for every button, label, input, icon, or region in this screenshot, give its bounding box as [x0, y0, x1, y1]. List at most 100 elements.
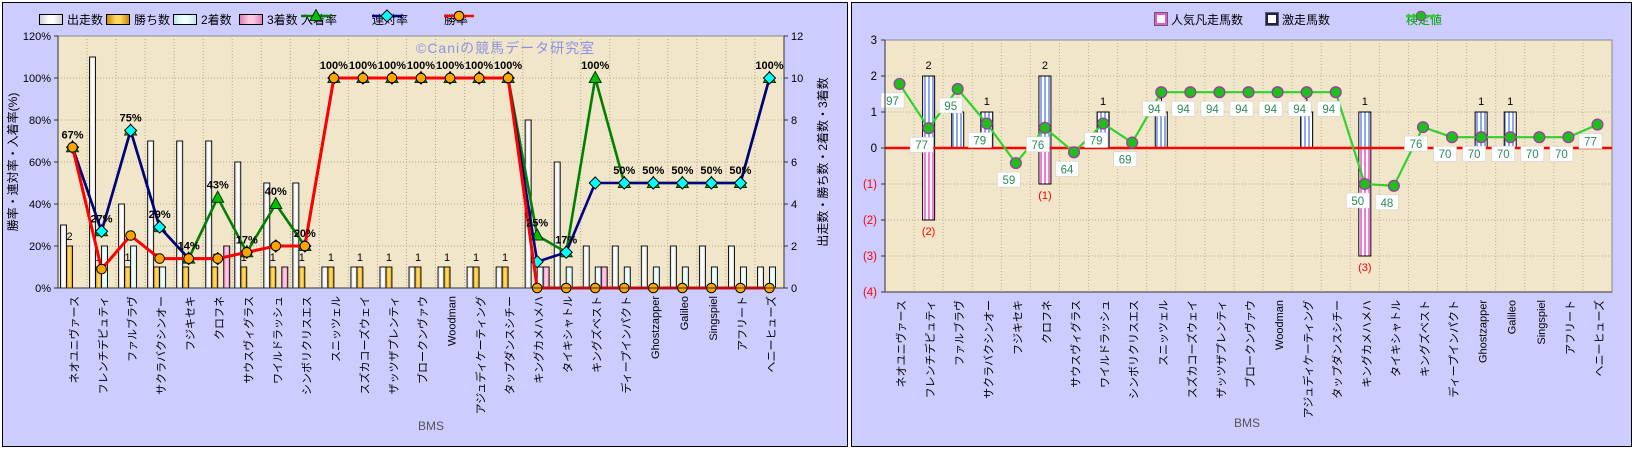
svg-text:4: 4: [791, 199, 797, 211]
svg-text:94: 94: [1148, 104, 1161, 116]
svg-text:70: 70: [1555, 149, 1568, 161]
svg-text:スニッツェル: スニッツェル: [330, 296, 342, 362]
svg-text:77: 77: [915, 140, 928, 152]
plot-area: [884, 39, 1613, 293]
svg-text:60%: 60%: [29, 157, 51, 169]
svg-text:2: 2: [66, 231, 72, 243]
svg-text:1: 1: [473, 252, 479, 264]
percent-labels: 67%27%75%29%14%43%17%40%20%100% 100% 100% 1…: [62, 60, 784, 253]
svg-text:1: 1: [270, 252, 276, 264]
svg-text:0: 0: [791, 283, 797, 295]
svg-text:50%: 50%: [729, 165, 751, 177]
svg-text:(1): (1): [863, 179, 877, 191]
svg-text:94: 94: [1177, 104, 1190, 116]
svg-text:1: 1: [1478, 96, 1484, 108]
svg-text:70: 70: [1439, 149, 1452, 161]
legend-item-6: 勝率: [444, 9, 474, 29]
svg-text:BMS: BMS: [1234, 416, 1260, 430]
svg-text:スニッツェル: スニッツェル: [1158, 300, 1170, 366]
svg-text:サウスヴィグラス: サウスヴィグラス: [241, 296, 255, 384]
square-swatch-icon: [1155, 13, 1167, 25]
svg-text:クロフネ: クロフネ: [213, 296, 226, 340]
svg-text:Singspiel: Singspiel: [1536, 300, 1548, 345]
svg-text:40%: 40%: [29, 199, 51, 211]
svg-text:94: 94: [1206, 104, 1219, 116]
svg-text:Galileo: Galileo: [1507, 300, 1519, 334]
svg-text:シンボリクリスエス: シンボリクリスエス: [1128, 300, 1141, 399]
svg-text:ザッツザプレンティ: ザッツザプレンティ: [1215, 300, 1228, 398]
axis-titles: BMS: [1234, 416, 1260, 430]
svg-text:出走数・勝ち数・2着数・3着数: 出走数・勝ち数・2着数・3着数: [815, 77, 830, 246]
svg-text:Ghostzapper: Ghostzapper: [1478, 300, 1490, 363]
square-swatch-icon: [1266, 13, 1278, 25]
svg-text:(1): (1): [1038, 190, 1051, 202]
svg-text:フジキセキ: フジキセキ: [1011, 300, 1024, 355]
svg-text:3: 3: [871, 35, 877, 47]
svg-text:ザッツザプレンティ: ザッツザプレンティ: [387, 296, 400, 394]
svg-text:100%: 100%: [320, 60, 348, 72]
svg-text:ファルブラヴ: ファルブラヴ: [125, 296, 139, 362]
svg-text:サクラバクシンオー: サクラバクシンオー: [155, 296, 168, 395]
svg-text:1: 1: [871, 107, 877, 119]
svg-text:70: 70: [1526, 149, 1539, 161]
svg-text:17%: 17%: [236, 234, 258, 246]
svg-text:タップダンスシチー: タップダンスシチー: [1330, 300, 1344, 399]
svg-text:76: 76: [1032, 140, 1045, 152]
svg-text:シンボリクリスエス: シンボリクリスエス: [300, 296, 313, 395]
svg-text:120%: 120%: [23, 31, 51, 43]
svg-text:67%: 67%: [62, 129, 84, 141]
svg-text:50%: 50%: [700, 165, 722, 177]
bar-swatch-icon: [106, 13, 130, 25]
svg-text:14%: 14%: [178, 241, 200, 253]
svg-text:48: 48: [1381, 198, 1394, 210]
svg-text:BMS: BMS: [418, 419, 444, 433]
legend-item-0: 人気凡走馬数: [1155, 9, 1243, 29]
svg-text:ブロークンヴァウ: ブロークンヴァウ: [416, 296, 430, 384]
svg-text:69: 69: [1119, 155, 1132, 167]
svg-text:タップダンスシチー: タップダンスシチー: [503, 296, 517, 395]
svg-text:Woodman: Woodman: [1274, 300, 1286, 350]
svg-text:フジキセキ: フジキセキ: [184, 296, 197, 351]
svg-text:94: 94: [1322, 104, 1335, 116]
triangle-marker-icon: [301, 9, 331, 21]
bar-swatch-icon: [39, 13, 63, 25]
svg-text:59: 59: [1002, 175, 1015, 187]
legend-label: 激走馬数: [1282, 12, 1331, 27]
svg-text:Singspiel: Singspiel: [708, 296, 720, 341]
svg-text:Galileo: Galileo: [679, 296, 691, 330]
svg-text:2: 2: [791, 241, 797, 253]
svg-text:勝率・連対率・入着率(%): 勝率・連対率・入着率(%): [5, 93, 20, 232]
right-chart-legend: 人気凡走馬数 激走馬数 検定値: [852, 9, 1631, 31]
svg-text:75%: 75%: [120, 113, 142, 125]
svg-text:スズカコーズウェイ: スズカコーズウェイ: [1185, 300, 1199, 398]
svg-text:アフリート: アフリート: [1565, 300, 1577, 355]
svg-text:79: 79: [1090, 136, 1103, 148]
bar-swatch-icon: [239, 13, 263, 25]
svg-text:アフリート: アフリート: [737, 296, 749, 351]
svg-text:1: 1: [502, 252, 508, 264]
watermark: ©Caniの競馬データ研究室: [416, 40, 596, 56]
diamond-marker-icon: [372, 9, 402, 23]
legend-item-2: 2着数: [173, 9, 232, 29]
svg-text:0%: 0%: [35, 283, 51, 295]
svg-text:ファルブラヴ: ファルブラヴ: [952, 300, 966, 366]
chart-panel-performance: 211111111111111167%27%75%29%14%43%17%40%…: [2, 2, 848, 447]
svg-text:フレンチデピュティ: フレンチデピュティ: [96, 296, 110, 394]
svg-text:2: 2: [1042, 60, 1048, 72]
svg-text:95: 95: [944, 101, 957, 113]
svg-text:スズカコーズウェイ: スズカコーズウェイ: [357, 296, 371, 394]
svg-text:Ghostzapper: Ghostzapper: [650, 296, 662, 359]
svg-text:10: 10: [791, 73, 803, 85]
svg-text:ネオユニヴァース: ネオユニヴァース: [894, 300, 908, 387]
legend-label: 3着数: [267, 12, 298, 27]
svg-text:100%: 100%: [755, 60, 783, 72]
x-axis-labels: ネオユニヴァース フレンチデピュティ ファルブラヴ サクラバクシンオー フジキセキ クロフ…: [894, 300, 1606, 419]
svg-text:Woodman: Woodman: [447, 296, 459, 346]
legend-label: 2着数: [201, 12, 232, 27]
svg-text:サウスヴィグラス: サウスヴィグラス: [1069, 300, 1083, 388]
svg-text:フレンチデピュティ: フレンチデピュティ: [923, 300, 937, 398]
right-chart-canvas: 2112111111(2)(1)(3)977795795976647969949…: [863, 35, 1613, 430]
svg-text:100%: 100%: [581, 60, 609, 72]
legend-item-1: 勝ち数: [106, 9, 170, 29]
